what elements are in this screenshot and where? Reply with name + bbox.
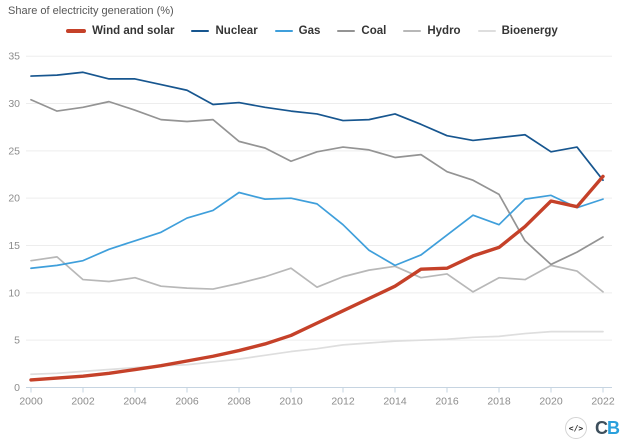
y-tick-label: 15 — [8, 240, 20, 252]
series-line-nuclear — [30, 71, 604, 182]
nuclear-swatch-icon — [191, 29, 210, 33]
legend-label: Gas — [298, 25, 321, 37]
wind-and-solar-swatch-icon — [66, 29, 87, 33]
legend-item-bioenergy[interactable]: Bioenergy — [477, 25, 558, 37]
legend-item-hydro[interactable]: Hydro — [403, 25, 461, 37]
series-line-hydro — [30, 256, 604, 293]
x-tick-label: 2022 — [591, 396, 615, 408]
legend-label: Coal — [361, 25, 387, 37]
coal-swatch-icon — [337, 29, 356, 33]
x-tick-label: 2016 — [435, 396, 459, 408]
y-tick-label: 30 — [8, 98, 20, 110]
x-tick-label: 2020 — [539, 396, 563, 408]
code-icon: </> — [568, 423, 584, 433]
bioenergy-swatch-icon — [477, 29, 496, 33]
series-line-gas — [30, 191, 604, 270]
legend-label: Nuclear — [215, 25, 258, 37]
x-tick-label: 2002 — [71, 396, 95, 408]
x-tick-label: 2018 — [487, 396, 511, 408]
legend-item-nuclear[interactable]: Nuclear — [191, 25, 258, 37]
footer: </> CB — [565, 417, 620, 439]
legend-item-wind-and-solar[interactable]: Wind and solar — [66, 25, 174, 37]
y-tick-label: 20 — [8, 193, 20, 205]
y-tick-label: 0 — [14, 382, 20, 394]
legend-label: Hydro — [427, 25, 461, 37]
x-tick-label: 2014 — [383, 396, 407, 408]
y-tick-label: 35 — [8, 51, 20, 63]
chart-title: Share of electricity generation (%) — [8, 5, 174, 17]
series-line-bioenergy — [30, 330, 604, 376]
legend-label: Wind and solar — [92, 25, 175, 37]
gas-swatch-icon — [274, 29, 293, 33]
y-tick-label: 25 — [8, 145, 20, 157]
y-tick-label: 10 — [8, 287, 20, 299]
x-tick-label: 2004 — [123, 396, 147, 408]
legend: Wind and solar Nuclear Gas Coal Hydro Bi… — [0, 22, 624, 40]
legend-item-gas[interactable]: Gas — [274, 25, 321, 37]
hydro-swatch-icon — [403, 29, 422, 33]
series-line-wind-and-solar — [29, 174, 605, 382]
series-line-coal — [30, 98, 604, 266]
legend-item-coal[interactable]: Coal — [337, 25, 386, 37]
y-tick-label: 5 — [14, 335, 20, 347]
x-tick-label: 2012 — [331, 396, 355, 408]
x-tick-label: 2008 — [227, 396, 251, 408]
embed-code-button[interactable]: </> — [565, 417, 587, 439]
x-tick-label: 2000 — [19, 396, 43, 408]
x-tick-label: 2010 — [279, 396, 303, 408]
legend-label: Bioenergy — [501, 25, 558, 37]
x-tick-label: 2006 — [175, 396, 199, 408]
carbon-brief-logo[interactable]: CB — [595, 418, 620, 438]
